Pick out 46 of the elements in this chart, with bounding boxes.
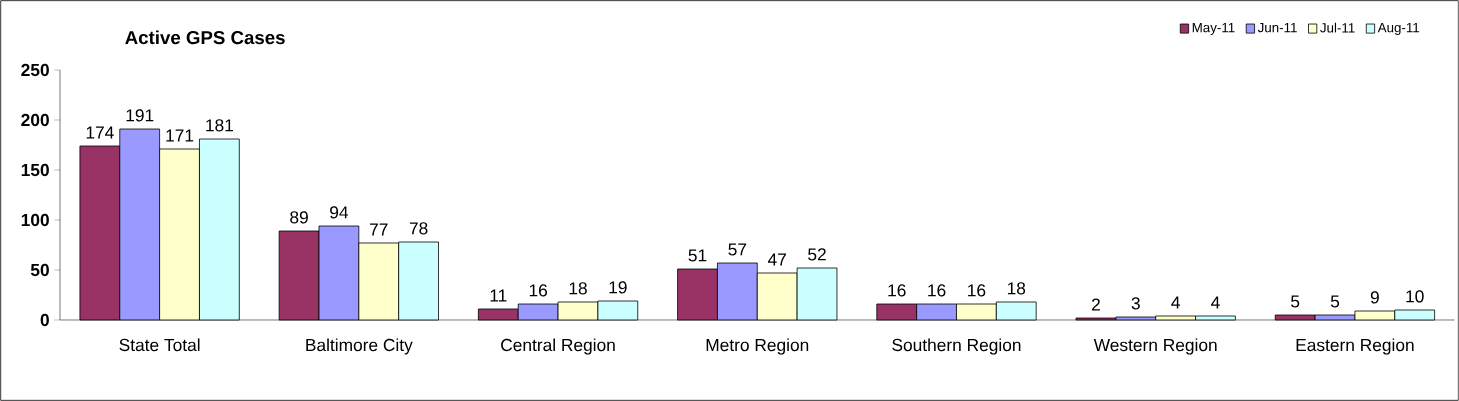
legend-label: Aug-11 xyxy=(1377,22,1420,35)
data-label: 4 xyxy=(1211,296,1220,309)
data-label: 181 xyxy=(206,119,233,132)
x-tick-label: Baltimore City xyxy=(306,338,413,355)
data-label: 51 xyxy=(688,249,707,262)
data-label: 11 xyxy=(490,289,507,302)
x-tick-label: Central Region xyxy=(501,338,615,355)
legend-label: Jul-11 xyxy=(1320,22,1355,33)
chart-title: Active GPS Cases xyxy=(125,30,285,45)
data-label: 3 xyxy=(1131,297,1140,310)
y-tick-label: 150 xyxy=(21,163,49,177)
data-label: 47 xyxy=(767,253,786,266)
data-label: 16 xyxy=(928,284,946,297)
data-label: 10 xyxy=(1406,290,1424,303)
data-label: 94 xyxy=(330,206,349,219)
data-label: 77 xyxy=(370,223,388,236)
y-tick-label: 100 xyxy=(21,213,49,227)
data-label: 78 xyxy=(409,222,428,235)
data-label: 16 xyxy=(968,284,986,297)
y-tick-label: 200 xyxy=(21,113,49,127)
data-label: 9 xyxy=(1370,291,1379,304)
legend-label: Jun-11 xyxy=(1257,22,1297,33)
data-label: 2 xyxy=(1092,298,1100,311)
data-label: 52 xyxy=(808,248,826,261)
x-tick-label: Southern Region xyxy=(892,338,1021,355)
data-label: 4 xyxy=(1171,296,1180,309)
data-label: 16 xyxy=(888,284,906,297)
x-tick-label: Eastern Region xyxy=(1296,338,1414,355)
data-label: 89 xyxy=(290,211,308,224)
data-label: 19 xyxy=(609,281,627,294)
x-tick-label: Metro Region xyxy=(706,338,809,355)
y-tick-label: 50 xyxy=(30,263,49,277)
y-tick-label: 250 xyxy=(21,63,49,77)
data-label: 57 xyxy=(728,243,747,256)
y-tick-label: 0 xyxy=(40,313,49,327)
data-label: 18 xyxy=(569,282,587,295)
x-tick-label: State Total xyxy=(119,338,200,352)
data-label: 18 xyxy=(1007,282,1026,295)
data-label: 5 xyxy=(1330,295,1340,308)
data-label: 174 xyxy=(86,126,114,139)
legend-label: May-11 xyxy=(1192,22,1235,35)
data-label: 171 xyxy=(166,129,194,142)
data-label: 5 xyxy=(1291,295,1300,308)
data-label: 16 xyxy=(529,284,548,297)
x-tick-label: Western Region xyxy=(1093,338,1217,355)
data-label: 191 xyxy=(126,109,154,122)
